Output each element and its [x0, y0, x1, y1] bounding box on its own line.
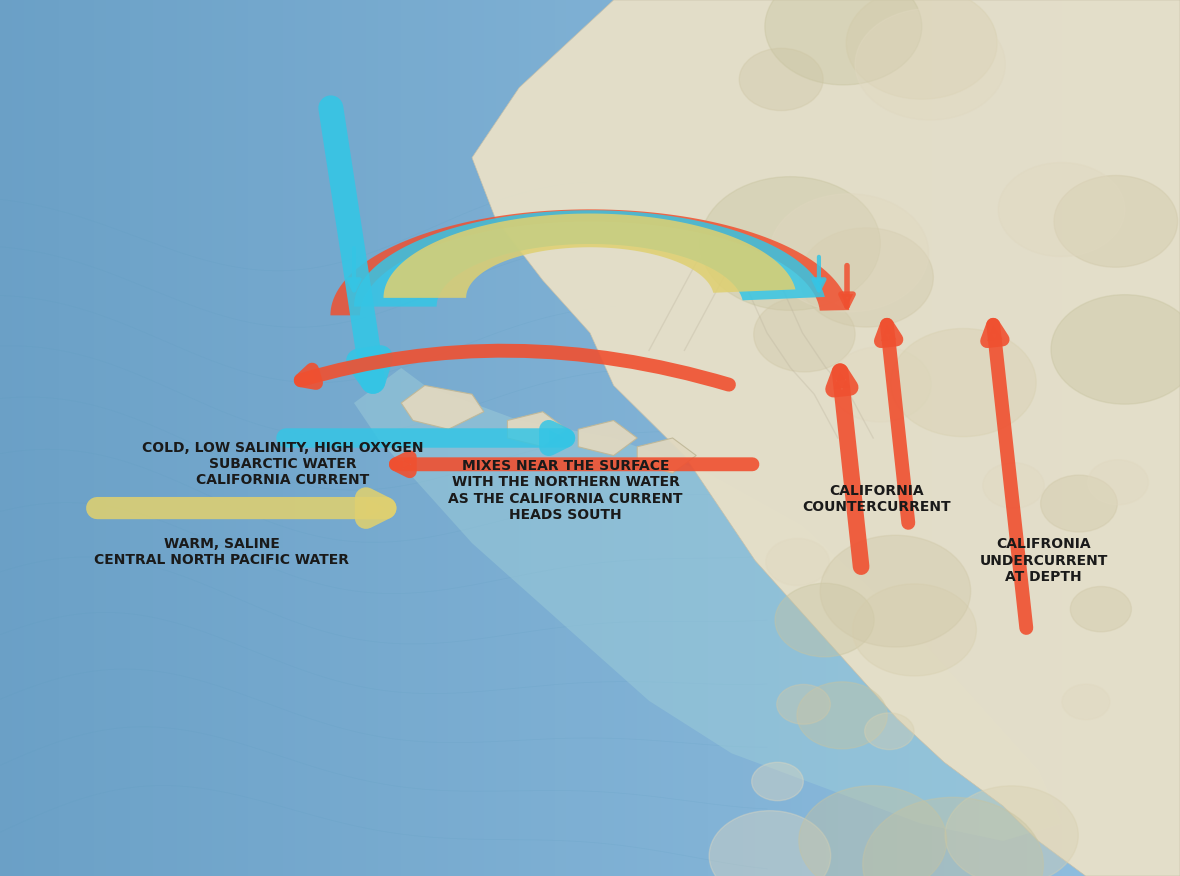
- Circle shape: [945, 786, 1079, 876]
- Text: MIXES NEAR THE SURFACE
WITH THE NORTHERN WATER
AS THE CALIFORNIA CURRENT
HEADS S: MIXES NEAR THE SURFACE WITH THE NORTHERN…: [448, 459, 683, 522]
- Text: CALIFORNIA
COUNTERCURRENT: CALIFORNIA COUNTERCURRENT: [802, 484, 951, 514]
- FancyArrowPatch shape: [286, 429, 565, 447]
- Circle shape: [983, 463, 1044, 508]
- Circle shape: [1051, 294, 1180, 404]
- Polygon shape: [330, 209, 850, 315]
- Circle shape: [769, 194, 929, 312]
- Circle shape: [752, 762, 804, 801]
- FancyArrowPatch shape: [301, 350, 729, 385]
- Circle shape: [775, 583, 874, 657]
- Circle shape: [820, 535, 971, 647]
- Circle shape: [740, 48, 824, 110]
- Text: CALIFRONIA
UNDERCURRENT
AT DEPTH: CALIFRONIA UNDERCURRENT AT DEPTH: [979, 538, 1108, 583]
- Circle shape: [1041, 475, 1117, 532]
- Circle shape: [998, 163, 1125, 257]
- Text: COLD, LOW SALINITY, HIGH OXYGEN
SUBARCTIC WATER
CALIFORNIA CURRENT: COLD, LOW SALINITY, HIGH OXYGEN SUBARCTI…: [142, 442, 424, 487]
- Circle shape: [700, 177, 880, 310]
- Circle shape: [1062, 684, 1110, 720]
- Polygon shape: [507, 412, 566, 447]
- Circle shape: [863, 797, 1043, 876]
- FancyArrowPatch shape: [396, 457, 753, 471]
- Polygon shape: [637, 438, 696, 473]
- Circle shape: [776, 684, 831, 724]
- Circle shape: [856, 9, 1005, 120]
- Polygon shape: [354, 210, 825, 307]
- Text: WARM, SALINE
CENTRAL NORTH PACIFIC WATER: WARM, SALINE CENTRAL NORTH PACIFIC WATER: [94, 537, 349, 567]
- Circle shape: [846, 0, 997, 99]
- Circle shape: [766, 539, 830, 585]
- Circle shape: [796, 682, 887, 749]
- Circle shape: [891, 328, 1036, 436]
- Polygon shape: [401, 385, 484, 429]
- Circle shape: [1070, 587, 1132, 632]
- Circle shape: [709, 810, 831, 876]
- Circle shape: [754, 297, 856, 372]
- Circle shape: [765, 0, 922, 85]
- Circle shape: [1088, 460, 1148, 505]
- Polygon shape: [472, 0, 1180, 876]
- Polygon shape: [578, 420, 637, 456]
- Circle shape: [830, 347, 931, 422]
- Polygon shape: [384, 214, 795, 298]
- Circle shape: [799, 786, 946, 876]
- Circle shape: [852, 584, 976, 676]
- Circle shape: [865, 713, 914, 750]
- Polygon shape: [354, 368, 1062, 841]
- Circle shape: [1054, 175, 1178, 267]
- Circle shape: [800, 228, 933, 327]
